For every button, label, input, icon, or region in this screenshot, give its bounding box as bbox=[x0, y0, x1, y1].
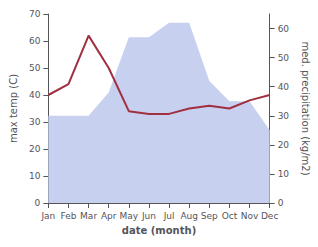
svg-text:30: 30 bbox=[278, 111, 290, 121]
svg-text:60: 60 bbox=[29, 36, 41, 46]
svg-text:50: 50 bbox=[278, 53, 290, 63]
svg-text:May: May bbox=[120, 211, 139, 221]
svg-text:med. precipitation (kg/m2): med. precipitation (kg/m2) bbox=[300, 41, 311, 175]
svg-text:40: 40 bbox=[278, 82, 290, 92]
svg-text:Aug: Aug bbox=[180, 211, 198, 221]
svg-text:70: 70 bbox=[29, 9, 41, 19]
svg-text:Feb: Feb bbox=[61, 211, 77, 221]
svg-text:Jul: Jul bbox=[163, 211, 175, 221]
svg-text:Apr: Apr bbox=[101, 211, 117, 221]
svg-text:20: 20 bbox=[278, 140, 290, 150]
svg-text:10: 10 bbox=[29, 171, 41, 181]
svg-text:Oct: Oct bbox=[222, 211, 238, 221]
svg-text:date (month): date (month) bbox=[122, 225, 196, 236]
svg-text:30: 30 bbox=[29, 117, 41, 127]
svg-text:Sep: Sep bbox=[201, 211, 218, 221]
svg-text:Mar: Mar bbox=[80, 211, 97, 221]
svg-text:20: 20 bbox=[29, 144, 41, 154]
svg-text:0: 0 bbox=[35, 198, 41, 208]
svg-text:10: 10 bbox=[278, 169, 290, 179]
svg-text:40: 40 bbox=[29, 90, 41, 100]
svg-text:50: 50 bbox=[29, 63, 41, 73]
svg-text:Jun: Jun bbox=[141, 211, 156, 221]
svg-text:Dec: Dec bbox=[261, 211, 278, 221]
svg-text:60: 60 bbox=[278, 24, 290, 34]
svg-text:Jan: Jan bbox=[40, 211, 55, 221]
svg-text:Nov: Nov bbox=[241, 211, 259, 221]
svg-text:0: 0 bbox=[278, 198, 284, 208]
svg-text:max temp (C): max temp (C) bbox=[8, 74, 19, 143]
